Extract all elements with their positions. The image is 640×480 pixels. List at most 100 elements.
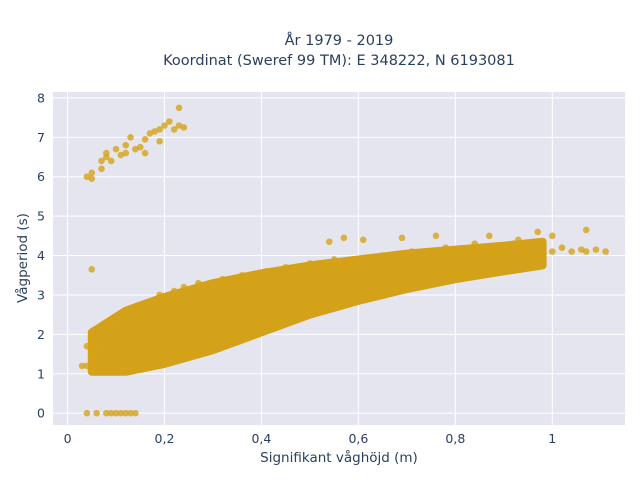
data-point [156, 126, 163, 133]
data-point [170, 311, 178, 318]
data-point [98, 346, 105, 354]
data-point [248, 303, 256, 311]
chart-title: År 1979 - 2019 [285, 32, 394, 49]
data-point [359, 236, 367, 244]
x-tick-label: 0,6 [348, 431, 368, 446]
data-point [195, 338, 202, 346]
data-point [93, 342, 100, 350]
data-point [136, 350, 144, 358]
data-point [548, 232, 556, 240]
x-tick-label: 1 [548, 431, 556, 446]
data-point [558, 244, 566, 251]
data-point [103, 331, 110, 338]
y-tick-label: 4 [37, 248, 45, 263]
data-point [335, 275, 343, 283]
data-point [539, 252, 546, 259]
y-tick-label: 0 [37, 406, 45, 421]
data-point [166, 331, 173, 338]
data-point [98, 157, 105, 165]
data-point [107, 362, 115, 370]
data-point [442, 244, 449, 251]
data-point [161, 319, 168, 326]
data-point [136, 311, 144, 318]
dense-point-cloud [87, 237, 547, 376]
x-tick-label: 0,4 [251, 431, 271, 446]
data-point [229, 279, 236, 287]
y-tick-label: 1 [37, 366, 45, 381]
data-point [224, 291, 231, 299]
data-point [132, 409, 139, 417]
data-point [88, 175, 96, 182]
data-point [127, 327, 134, 334]
data-point [229, 303, 236, 311]
data-point [292, 268, 299, 275]
data-point [287, 279, 294, 287]
data-point [379, 252, 386, 259]
x-tick-label: 0,2 [155, 431, 175, 446]
data-point [112, 145, 120, 153]
data-point [103, 350, 110, 358]
data-point [107, 323, 115, 330]
data-point [214, 295, 222, 303]
data-point [156, 311, 163, 318]
data-point [529, 244, 537, 251]
data-point [141, 303, 149, 311]
data-point [277, 275, 285, 283]
data-point [582, 226, 590, 234]
data-point [345, 260, 352, 267]
data-point [190, 327, 197, 334]
data-point [78, 362, 86, 370]
data-point [190, 287, 197, 295]
data-point [112, 319, 120, 326]
data-point [166, 118, 173, 125]
data-point [209, 283, 217, 291]
data-point [175, 299, 183, 307]
tick-labels: 0 0,2 0,4 0,6 0,8 1 0 1 2 3 4 5 6 7 8 [37, 90, 556, 446]
grid-lines [53, 92, 625, 425]
data-point [185, 350, 193, 358]
data-point [471, 240, 479, 248]
data-point [534, 228, 542, 236]
data-point [316, 275, 323, 283]
data-point [83, 362, 91, 370]
x-tick-label: 0 [64, 431, 72, 446]
y-tick-label: 3 [37, 287, 45, 302]
data-point [122, 346, 130, 354]
data-point [166, 354, 173, 362]
data-point [175, 323, 183, 330]
marker-layer [78, 104, 609, 417]
data-point [88, 169, 96, 177]
data-point [447, 256, 454, 263]
data-point [258, 295, 265, 303]
data-point [175, 342, 183, 350]
data-point [282, 264, 289, 271]
data-point [340, 234, 348, 242]
data-point [112, 409, 120, 417]
data-point [374, 260, 382, 267]
y-tick-label: 7 [37, 130, 45, 145]
data-point [185, 295, 193, 303]
data-point [127, 134, 134, 141]
data-point [490, 244, 498, 251]
data-point [88, 266, 96, 273]
data-point [117, 409, 125, 417]
data-point [195, 303, 202, 311]
data-point [287, 299, 294, 307]
data-point [156, 291, 163, 299]
data-point [136, 335, 144, 342]
data-point [262, 268, 270, 275]
data-point [122, 149, 130, 157]
data-point [88, 368, 96, 376]
data-point [403, 264, 411, 271]
data-point [180, 307, 188, 315]
data-point [122, 141, 130, 149]
data-point [180, 283, 188, 291]
data-point [117, 354, 125, 362]
data-point [592, 246, 600, 253]
data-point [117, 331, 125, 338]
data-point [93, 354, 100, 362]
chart-subtitle: Koordinat (Sweref 99 TM): E 348222, N 61… [163, 53, 515, 69]
data-point [199, 346, 207, 354]
data-point [103, 149, 110, 157]
